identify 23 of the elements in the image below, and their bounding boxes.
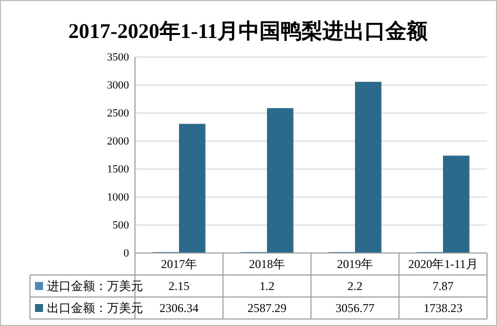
y-tick-label: 3500: [107, 52, 130, 64]
x-tick-label: 2017年: [161, 257, 197, 271]
x-tick-label: 2018年: [249, 257, 285, 271]
y-tick-label: 3000: [107, 80, 130, 92]
y-tick-label: 2500: [107, 108, 130, 120]
y-tick-label: 500: [112, 220, 130, 232]
data-label: 2306.34: [160, 301, 198, 315]
data-label: 7.87: [432, 279, 454, 293]
data-label: 1.2: [260, 279, 274, 293]
chart-title: 2017-2020年1-11月中国鸭梨进出口金额: [68, 19, 429, 43]
data-label: 2.2: [348, 279, 362, 293]
legend-label: 进口金额：万美元: [47, 279, 143, 293]
data-label: 3056.77: [336, 301, 374, 315]
data-label: 2587.29: [248, 301, 286, 315]
y-tick-label: 0: [124, 248, 130, 260]
data-label: 2.15: [168, 279, 190, 293]
x-tick-label: 2020年1-11月: [408, 257, 478, 271]
y-tick-label: 2000: [107, 136, 130, 148]
data-label: 1738.23: [424, 301, 462, 315]
legend-label: 出口金额：万美元: [47, 301, 143, 315]
y-tick-label: 1500: [107, 164, 130, 176]
x-tick-label: 2019年: [337, 257, 373, 271]
y-tick-label: 1000: [107, 192, 130, 204]
